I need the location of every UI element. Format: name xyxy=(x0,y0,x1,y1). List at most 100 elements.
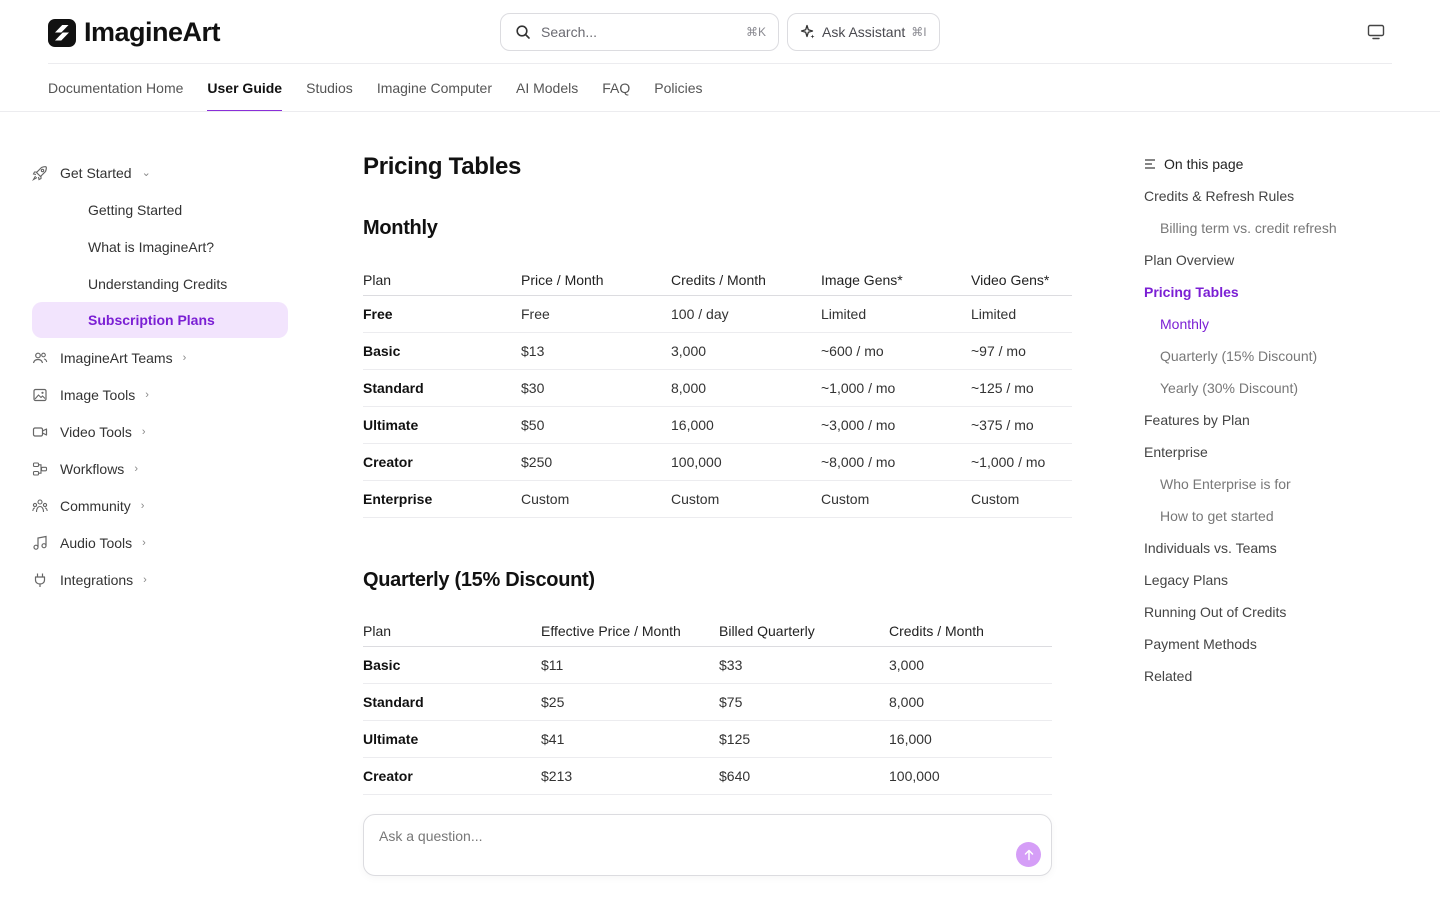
table-cell: ~1,000 / mo xyxy=(821,369,971,407)
toc-item[interactable]: Payment Methods xyxy=(1144,636,1257,652)
column-header: Plan xyxy=(363,608,541,647)
toc-item[interactable]: Running Out of Credits xyxy=(1144,604,1287,620)
table-row: Creator $213 $640 100,000 xyxy=(363,757,1052,795)
sidebar-item-integrations[interactable]: Integrations › xyxy=(32,561,288,598)
users-icon xyxy=(32,350,48,366)
table-cell: 3,000 xyxy=(671,332,821,370)
toc-heading: On this page xyxy=(1164,156,1244,172)
table-cell: $41 xyxy=(541,720,719,758)
sidebar-item-get-started[interactable]: Get Started ⌄ xyxy=(32,154,288,191)
search-placeholder: Search... xyxy=(541,24,598,40)
tab-ai-models[interactable]: AI Models xyxy=(515,80,579,96)
page-title: Pricing Tables xyxy=(363,153,522,180)
table-cell: $11 xyxy=(541,646,719,684)
chevron-right-icon: › xyxy=(140,499,145,512)
toc-item[interactable]: Quarterly (15% Discount) xyxy=(1160,348,1318,364)
toc-item[interactable]: How to get started xyxy=(1160,508,1274,524)
toc-item[interactable]: Credits & Refresh Rules xyxy=(1144,188,1295,204)
chevron-right-icon: › xyxy=(142,536,146,549)
sparkle-icon xyxy=(800,24,815,39)
header-divider xyxy=(48,63,1392,64)
table-cell: Custom xyxy=(521,480,671,518)
send-button[interactable] xyxy=(1016,842,1041,867)
tab-faq[interactable]: FAQ xyxy=(602,80,631,96)
table-cell: Free xyxy=(521,295,671,333)
toc-item[interactable]: Related xyxy=(1144,668,1193,684)
sidebar-item-label: Get Started xyxy=(60,164,132,181)
table-cell: Limited xyxy=(971,295,1072,333)
toc-item-active[interactable]: Pricing Tables xyxy=(1144,284,1239,300)
sidebar-subitem-what-is-imagineart[interactable]: What is ImagineArt? xyxy=(88,238,215,255)
toc-item[interactable]: Billing term vs. credit refresh xyxy=(1160,220,1337,236)
section-heading-quarterly: Quarterly (15% Discount) xyxy=(363,568,595,591)
tab-studios[interactable]: Studios xyxy=(306,80,353,96)
table-header-row: Plan Effective Price / Month Billed Quar… xyxy=(363,608,1052,647)
brand-logo[interactable]: ImagineArt xyxy=(48,17,221,48)
ask-assistant-label: Ask Assistant xyxy=(822,24,906,40)
sidebar-item-image-tools[interactable]: Image Tools › xyxy=(32,376,288,413)
table-cell: Custom xyxy=(971,480,1072,518)
ask-question-input[interactable]: Ask a question... xyxy=(363,814,1052,876)
sidebar-item-audio-tools[interactable]: Audio Tools › xyxy=(32,524,288,561)
toc-item[interactable]: Yearly (30% Discount) xyxy=(1160,380,1298,396)
toc-item[interactable]: Plan Overview xyxy=(1144,252,1235,268)
column-header: Price / Month xyxy=(521,257,671,296)
image-icon xyxy=(32,387,48,403)
table-cell-plan: Basic xyxy=(363,646,541,684)
table-cell: $640 xyxy=(719,757,889,795)
brand-name: ImagineArt xyxy=(84,17,221,47)
search-box[interactable]: Search... ⌘K xyxy=(500,13,779,51)
table-cell-plan: Enterprise xyxy=(363,480,521,518)
toc-item[interactable]: Individuals vs. Teams xyxy=(1144,540,1277,556)
sidebar-item-imagineart-teams[interactable]: ImagineArt Teams › xyxy=(32,339,288,376)
table-row: Ultimate $50 16,000 ~3,000 / mo ~375 / m… xyxy=(363,406,1072,444)
table-cell: ~375 / mo xyxy=(971,406,1072,444)
sidebar: Get Started ⌄ Getting Started What is Im… xyxy=(32,154,288,598)
monitor-icon[interactable] xyxy=(1367,24,1385,40)
toc-item-active[interactable]: Monthly xyxy=(1160,316,1210,332)
sidebar-item-label: Video Tools xyxy=(60,423,132,440)
toc-item[interactable]: Enterprise xyxy=(1144,444,1208,460)
tab-policies[interactable]: Policies xyxy=(654,80,703,96)
sidebar-item-workflows[interactable]: Workflows › xyxy=(32,450,288,487)
sidebar-item-label: Image Tools xyxy=(60,386,136,403)
table-row: Ultimate $41 $125 16,000 xyxy=(363,720,1052,758)
column-header: Credits / Month xyxy=(671,257,821,296)
toc-item[interactable]: Legacy Plans xyxy=(1144,572,1229,588)
table-cell: ~3,000 / mo xyxy=(821,406,971,444)
table-cell-plan: Basic xyxy=(363,332,521,370)
table-cell: Custom xyxy=(671,480,821,518)
table-cell: Custom xyxy=(821,480,971,518)
sidebar-item-community[interactable]: Community › xyxy=(32,487,288,524)
table-cell: 3,000 xyxy=(889,646,1052,684)
ask-assistant-button[interactable]: Ask Assistant ⌘I xyxy=(787,13,940,51)
sidebar-subitem-understanding-credits[interactable]: Understanding Credits xyxy=(88,275,228,292)
table-row: Enterprise Custom Custom Custom Custom xyxy=(363,480,1072,518)
sidebar-subitem-getting-started[interactable]: Getting Started xyxy=(88,201,183,218)
toc-item[interactable]: Who Enterprise is for xyxy=(1160,476,1291,492)
table-cell: $30 xyxy=(521,369,671,407)
sidebar-subitem-subscription-plans[interactable]: Subscription Plans xyxy=(32,302,288,338)
table-row: Standard $30 8,000 ~1,000 / mo ~125 / mo xyxy=(363,369,1072,407)
table-cell: $250 xyxy=(521,443,671,481)
tab-imagine-computer[interactable]: Imagine Computer xyxy=(376,80,492,96)
ask-placeholder: Ask a question... xyxy=(379,828,483,844)
tab-user-guide[interactable]: User Guide xyxy=(207,64,282,112)
chevron-right-icon: › xyxy=(182,351,187,364)
table-cell-plan: Creator xyxy=(363,443,521,481)
table-cell: $25 xyxy=(541,683,719,721)
table-cell: $125 xyxy=(719,720,889,758)
assistant-shortcut: ⌘I xyxy=(911,25,927,39)
table-cell: $213 xyxy=(541,757,719,795)
table-cell: 8,000 xyxy=(671,369,821,407)
table-cell: ~97 / mo xyxy=(971,332,1072,370)
sidebar-item-video-tools[interactable]: Video Tools › xyxy=(32,413,288,450)
section-heading-monthly: Monthly xyxy=(363,217,438,239)
table-row: Standard $25 $75 8,000 xyxy=(363,683,1052,721)
toc-item[interactable]: Features by Plan xyxy=(1144,412,1250,428)
monthly-pricing-table: Plan Price / Month Credits / Month Image… xyxy=(363,257,1072,518)
logo-icon xyxy=(48,18,76,47)
tab-documentation-home[interactable]: Documentation Home xyxy=(48,80,184,96)
table-cell: ~1,000 / mo xyxy=(971,443,1072,481)
search-shortcut: ⌘K xyxy=(745,25,766,39)
